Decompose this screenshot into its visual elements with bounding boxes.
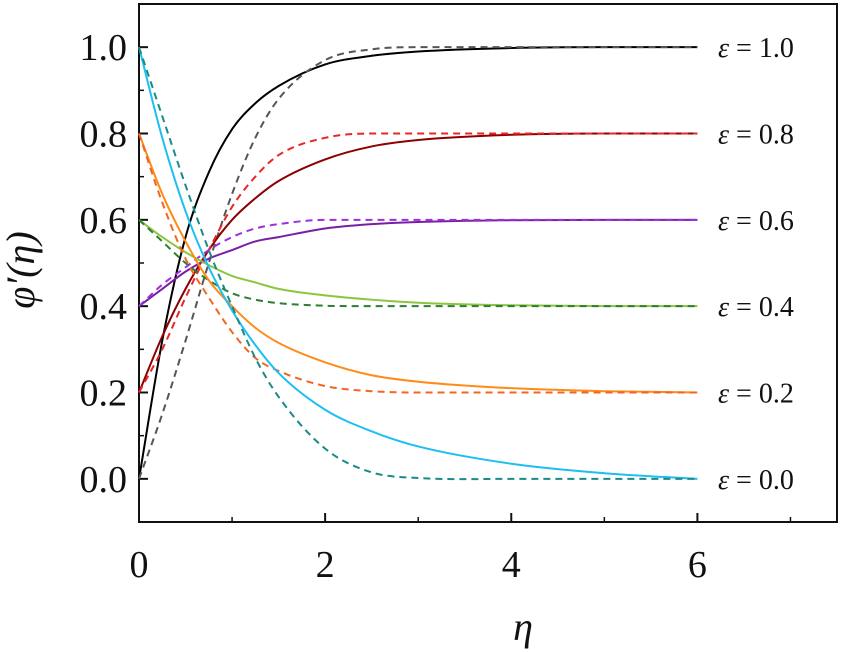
y-tick-label: 1.0	[80, 27, 128, 69]
curve-eps-0-2-solid	[138, 133, 698, 394]
curve-eps-0-dashed	[138, 46, 698, 481]
curve-labels: ε = 1.0 ε = 0.8 ε = 0.6 ε = 0.4 ε = 0.2 ε = 0…	[718, 33, 794, 496]
curve-eps-1-dashed	[138, 46, 698, 480]
y-tick-label: 0.0	[80, 459, 128, 501]
curve-label-eps-0-4: ε = 0.4	[718, 292, 794, 323]
curve-eps-0-6-solid	[138, 218, 698, 307]
curve-label-eps-0-8: ε = 0.8	[718, 120, 794, 151]
y-axis: 0.0 0.2 0.4 0.6 0.8 1.0	[80, 27, 148, 501]
x-axis-title: η	[513, 604, 533, 649]
curve-eps-0-solid	[138, 46, 698, 480]
curve-eps-0-2-dashed	[138, 133, 698, 394]
curve-label-eps-0: ε = 0.0	[718, 465, 794, 496]
curve-eps-0-4-dashed	[138, 219, 698, 308]
x-tick-label: 6	[688, 544, 707, 586]
y-axis-title: φ′(η)	[0, 231, 43, 308]
curve-label-eps-0-6: ε = 0.6	[718, 206, 794, 237]
curve-eps-0-8-dashed	[138, 132, 698, 393]
y-tick-label: 0.6	[80, 200, 128, 242]
x-tick-label: 4	[502, 544, 521, 586]
y-tick-label: 0.2	[80, 373, 128, 415]
x-tick-label: 2	[316, 544, 335, 586]
curve-eps-0-6-dashed	[138, 218, 698, 307]
plot-frame	[138, 3, 838, 523]
x-axis: 0 2 4 6	[130, 513, 792, 586]
curves	[138, 46, 698, 481]
curve-eps-0-4-solid	[138, 219, 698, 308]
x-tick-label: 0	[130, 544, 149, 586]
curve-label-eps-0-2: ε = 0.2	[718, 379, 794, 410]
curve-eps-1-solid	[138, 46, 698, 479]
curve-label-eps-1: ε = 1.0	[718, 33, 794, 64]
y-tick-label: 0.8	[80, 114, 128, 156]
plot-area-border	[138, 3, 838, 523]
y-tick-label: 0.4	[80, 286, 128, 328]
curve-eps-0-8-solid	[138, 132, 698, 393]
